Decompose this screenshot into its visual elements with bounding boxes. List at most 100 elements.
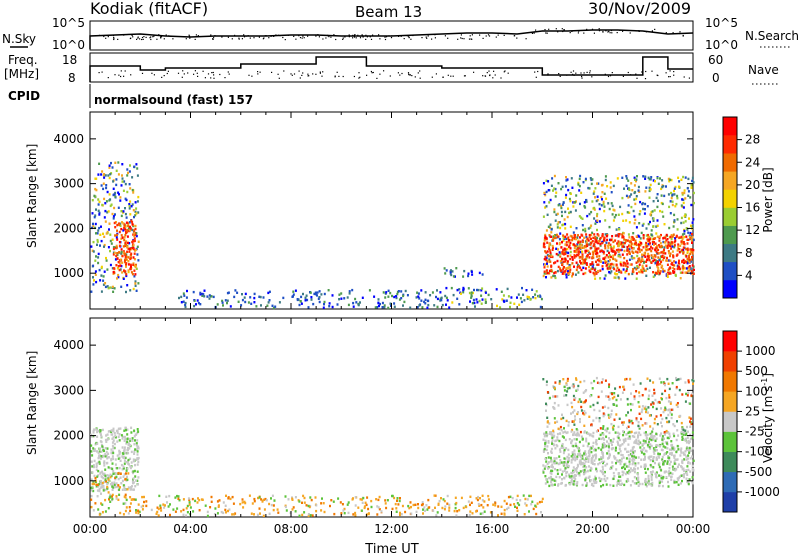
range-cell [434,506,436,509]
range-cell [547,467,549,470]
range-cell [124,228,127,231]
range-cell [567,424,570,427]
range-cell [609,271,612,275]
range-cell [111,497,114,501]
range-cell [574,433,577,436]
range-cell [94,273,97,276]
range-cell [685,247,688,251]
nsearch-dot [353,34,355,36]
range-cell [638,391,641,394]
range-cell [343,507,346,511]
range-cell [96,489,99,492]
range-cell [110,459,113,462]
range-cell [602,200,605,204]
range-cell [528,494,531,498]
range-cell [96,435,99,438]
nsearch-dot [488,35,491,37]
range-cell [592,244,595,248]
range-cell [674,261,677,264]
range-cell [667,485,670,488]
range-cell [182,498,185,501]
range-cell [567,241,570,244]
nave-dot [293,73,296,75]
range-cell [130,426,133,429]
range-cell [690,239,693,242]
range-cell [578,215,581,218]
range-cell [650,455,653,458]
station-title: Kodiak (fitACF) [90,0,208,18]
range-cell [615,248,618,252]
range-cell [96,240,99,243]
range-cell [622,430,625,433]
range-cell [650,229,653,232]
range-cell [632,451,635,454]
range-cell [644,202,647,206]
range-cell [634,218,637,222]
range-cell [647,394,650,397]
range-cell [571,420,574,423]
range-cell [666,431,668,434]
range-cell [550,460,553,463]
range-cell [145,500,148,503]
range-cell [655,456,658,459]
range-cell [124,197,127,200]
range-cell [690,258,693,261]
range-cell [133,239,136,243]
nsearch-dot [469,35,471,37]
range-cell [124,233,127,237]
range-cell [316,291,319,294]
range-cell [92,447,95,450]
range-cell [638,190,641,193]
range-cell [97,508,100,511]
range-cell [590,394,593,397]
range-cell [244,501,247,505]
range-cell [604,274,607,277]
range-cell [688,440,691,443]
range-cell [653,392,656,395]
range-cell [583,453,586,457]
range-cell [578,460,581,463]
range-cell [587,186,590,190]
range-cell [571,453,574,456]
range-cell [570,480,573,483]
range-cell [679,267,682,271]
range-cell [210,500,213,503]
range-cell [93,474,96,478]
range-cell [600,195,603,199]
range-cell [617,276,620,279]
range-cell [615,404,618,407]
range-cell [671,408,674,411]
freq-panel [89,52,694,83]
range-cell [452,275,455,278]
range-cell [548,269,551,273]
range-cell [270,503,273,507]
velocity-x-ticks: 00:00 04:00 08:00 12:00 16:00 20:00 00:00 [73,318,710,536]
range-cell [100,173,103,176]
range-cell [659,270,662,273]
range-cell [685,267,688,270]
range-cell [589,394,592,398]
range-cell [630,392,632,395]
range-cell [651,247,654,250]
nsearch-dot [348,36,350,38]
range-cell [495,288,498,291]
nsearch-dot [113,37,115,39]
range-cell [656,193,659,196]
range-cell [188,503,191,506]
range-cell [677,478,680,482]
range-cell [564,260,567,263]
nsearch-dot [539,30,541,32]
range-cell [119,486,121,489]
range-cell [550,469,553,472]
range-cell [567,267,569,270]
range-cell [432,509,435,512]
range-cell [687,231,690,234]
range-cell [109,233,112,236]
nave-dot [673,71,675,73]
range-cell [644,455,646,459]
range-cell [656,260,659,264]
range-cell [598,417,601,420]
range-cell [386,499,389,502]
range-cell [95,177,98,180]
nave-dot [473,71,475,73]
